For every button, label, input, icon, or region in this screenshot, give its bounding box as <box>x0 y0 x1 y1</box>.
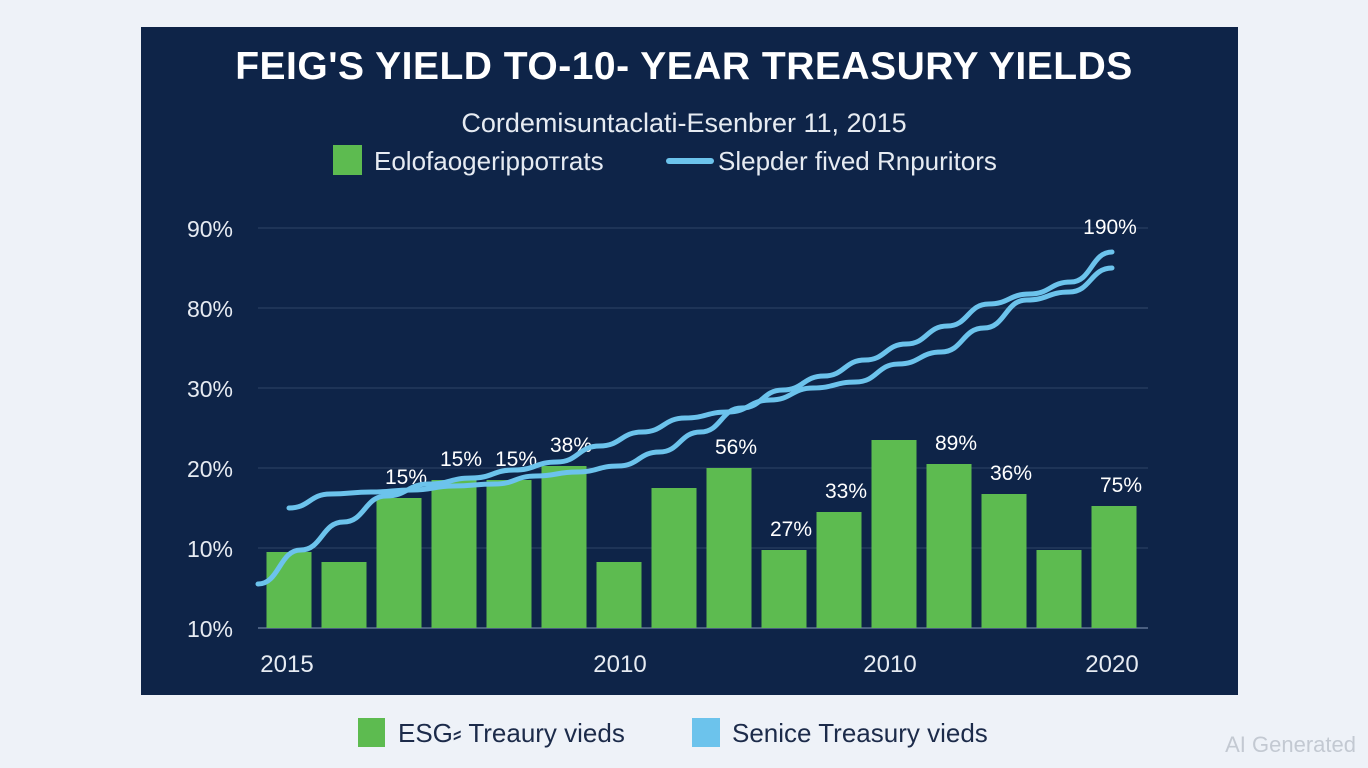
series-line-rising <box>255 265 1115 587</box>
bar-data-label: 75% <box>1100 474 1142 497</box>
bar <box>926 464 972 628</box>
legend-esg-label: ESG⸗ Treaury vieds <box>398 718 625 748</box>
legend-bar-label: Eolofaogeripротrats <box>374 146 604 176</box>
y-tick-label: 90% <box>187 216 233 242</box>
bar <box>816 512 862 628</box>
bar <box>871 440 917 628</box>
bar-data-label: 15% <box>440 448 482 471</box>
legend-esg-swatch <box>358 718 385 747</box>
bar-data-label: 89% <box>935 432 977 455</box>
legend-line-swatch <box>666 158 714 164</box>
bar-data-label: 36% <box>990 462 1032 485</box>
bar <box>651 488 697 628</box>
bar <box>321 562 367 628</box>
x-tick-label: 2010 <box>593 651 646 678</box>
x-tick-label: 2010 <box>863 651 916 678</box>
legend-line-label: Slepder fived Rnpuritors <box>718 146 997 176</box>
bar <box>1091 506 1137 628</box>
legend-service-swatch <box>692 718 720 747</box>
y-tick-label: 30% <box>187 376 233 402</box>
x-tick-label: 2020 <box>1085 651 1138 678</box>
chart-subtitle: Cordemisuntaclati-Esenbrer 11, 2015 <box>461 108 907 138</box>
legend-bar-swatch <box>333 145 362 175</box>
bar <box>376 498 422 628</box>
line-end-label: 190% <box>1083 216 1137 239</box>
chart-title: FEIG'S YIELD TO-10- YEAR TREASURY YIELDS <box>235 45 1133 88</box>
bar <box>431 480 477 628</box>
bar-data-label: 38% <box>550 434 592 457</box>
legend-service-label: Senice Treasury vieds <box>732 718 988 748</box>
bar-data-label: 33% <box>825 480 867 503</box>
y-tick-label: 10% <box>187 536 233 562</box>
bar <box>706 468 752 628</box>
y-tick-label: 20% <box>187 456 233 482</box>
x-tick-label: 2015 <box>260 651 313 678</box>
bar-data-label: 15% <box>495 448 537 471</box>
bar <box>486 480 532 628</box>
bar <box>266 552 312 628</box>
y-tick-label: 10% <box>187 616 233 642</box>
bar-data-label: 27% <box>770 518 812 541</box>
bar <box>761 550 807 628</box>
bar-data-label: 56% <box>715 436 757 459</box>
bar <box>981 494 1027 628</box>
bar <box>596 562 642 628</box>
y-tick-label: 80% <box>187 296 233 322</box>
watermark: AI Generated <box>1225 732 1356 757</box>
bar <box>541 466 587 628</box>
series-line-treasury <box>286 249 1115 511</box>
bar <box>1036 550 1082 628</box>
